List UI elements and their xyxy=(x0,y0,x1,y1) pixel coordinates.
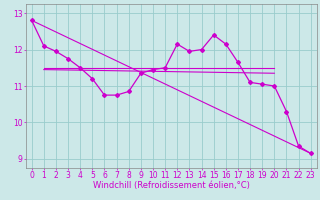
X-axis label: Windchill (Refroidissement éolien,°C): Windchill (Refroidissement éolien,°C) xyxy=(93,181,250,190)
